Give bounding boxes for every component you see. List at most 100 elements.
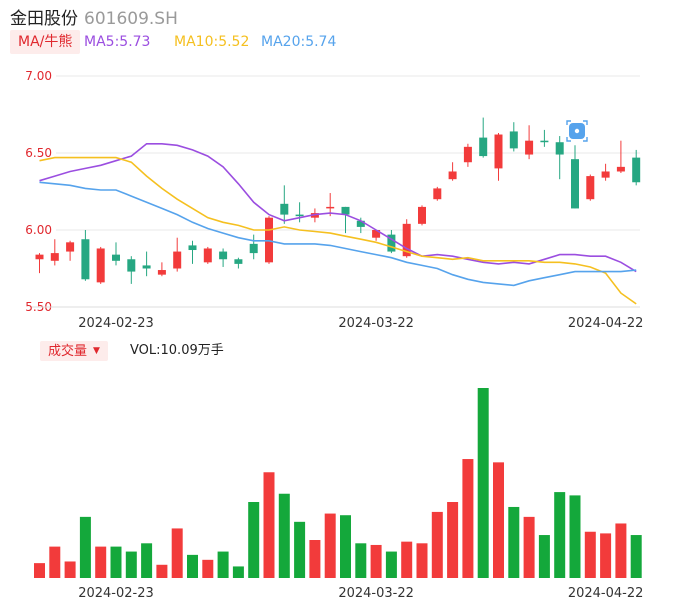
ma10-line [39,156,637,305]
candle-body [203,248,212,263]
candle-body [372,230,381,238]
volume-bar [125,551,137,578]
candle-body [601,171,610,178]
stock-title: 金田股份 601609.SH [10,4,178,29]
badge-frame-icon [566,120,588,142]
candle-body [81,239,90,280]
volume-bar [34,563,45,578]
ma5-legend: MA5:5.73 [84,34,151,50]
ma5-line [39,143,637,273]
candle-body [418,206,426,224]
candle-body [50,253,59,261]
candle-body [341,206,350,215]
volume-bar [248,502,260,578]
candle-body [219,251,228,260]
volume-bar [64,561,76,578]
volume-bar [263,472,275,578]
stock-name: 金田股份 [10,9,78,29]
ma10-legend: MA10:5.52 [174,34,250,50]
candle-body [96,248,105,283]
volume-bar [156,564,168,578]
volume-bar [431,511,443,578]
candle-body [448,171,457,180]
volume-bar [477,388,489,578]
candle-body [234,259,243,264]
candle-body [188,245,197,251]
volume-bar [95,546,107,578]
candle-body [127,259,136,272]
candle-body [35,254,44,260]
volume-bar [370,544,382,578]
volume-bar [401,541,413,578]
volume-bar [630,535,642,578]
price-date-label: 2024-04-22 [568,316,644,331]
volume-bar [493,462,504,578]
candle-body [433,188,442,200]
volume-bar [538,535,550,578]
candle-body [571,159,579,209]
candle-body [66,242,75,252]
volume-bars [34,388,642,578]
volume-bar [278,493,290,578]
candle-body [555,142,564,155]
candle-body [525,140,534,155]
volume-bar [615,523,627,578]
volume-bar [324,513,336,578]
candle-body [249,243,258,254]
candle-body [463,146,472,163]
volume-date-label: 2024-03-22 [338,586,414,601]
candle-body [509,131,518,149]
volume-bar [217,551,229,578]
volume-bar [340,515,351,578]
price-tick-label: 7.00 [25,69,52,83]
price-date-label: 2024-03-22 [338,316,414,331]
candle-body [402,223,411,257]
candlestick-series [35,117,641,284]
volume-bar [584,531,596,578]
volume-bar [554,492,566,578]
volume-bar [569,495,581,578]
candle-body [586,176,595,200]
volume-bar [447,502,459,578]
volume-bar [523,516,535,578]
volume-toggle-label: 成交量 [48,344,88,359]
candle-body [280,203,289,215]
badge-dot-icon [574,128,580,134]
candle-body [632,157,641,183]
volume-bar [508,506,520,578]
volume-bar [79,516,91,578]
volume-bar [232,566,244,578]
caret-down-icon: ▼ [93,346,100,356]
candle-body [173,251,182,269]
ma20-line [39,181,637,287]
price-tick-label: 6.00 [25,223,52,237]
volume-bar [141,543,153,578]
ma20-legend: MA20:5.74 [261,34,337,50]
candle-body [295,214,304,217]
ma-toggle-button[interactable]: MA/牛熊 [10,30,81,54]
volume-bar [600,533,612,578]
volume-bar [385,551,397,578]
candle-body [494,134,503,169]
volume-bar [202,559,214,578]
volume-bar [462,459,474,578]
volume-bar [294,521,306,578]
volume-bar [309,540,321,578]
candle-body [112,254,120,261]
candle-body [387,234,396,252]
candle-body [540,140,549,143]
candle-body [326,206,335,209]
volume-toggle-button[interactable]: 成交量 ▼ [40,341,108,361]
price-date-label: 2024-02-23 [78,316,154,331]
candle-body [142,265,151,269]
volume-bar [187,554,198,578]
volume-bar [110,546,122,578]
volume-date-label: 2024-02-23 [78,586,154,601]
candle-body [356,220,365,227]
candle-body [157,270,166,275]
price-tick-label: 6.50 [25,146,52,160]
volume-bar [355,543,367,578]
volume-readout: VOL:10.09万手 [130,343,224,358]
candle-body [479,137,488,157]
